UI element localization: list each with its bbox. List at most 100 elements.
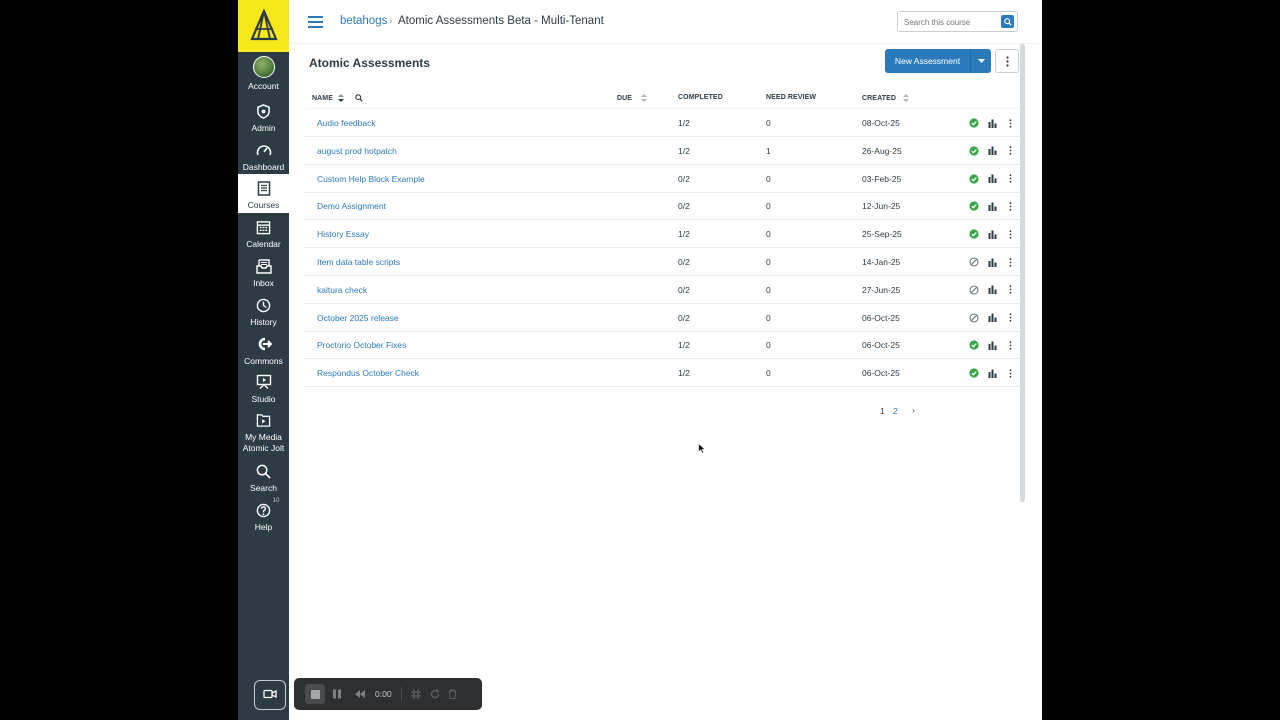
row-kebab-menu-icon[interactable] bbox=[1005, 340, 1015, 350]
assessment-name-link[interactable]: October 2025 release bbox=[317, 312, 399, 323]
course-search bbox=[897, 11, 1018, 32]
assessment-name-link[interactable]: Item data table scripts bbox=[317, 257, 401, 267]
nav-courses[interactable]: Courses bbox=[238, 174, 289, 213]
vertical-scrollbar[interactable] bbox=[1020, 44, 1025, 502]
search-icon bbox=[255, 462, 273, 480]
assessment-name-link[interactable]: History Essay bbox=[317, 229, 369, 240]
assessment-name-link[interactable]: Respondus October Check bbox=[317, 368, 420, 379]
analytics-bar-chart-icon[interactable] bbox=[987, 118, 997, 128]
completed-count: 1/2 bbox=[678, 229, 690, 240]
row-kebab-menu-icon[interactable] bbox=[1005, 118, 1015, 128]
course-search-input[interactable] bbox=[898, 13, 992, 32]
completed-count: 0/2 bbox=[678, 312, 690, 323]
row-kebab-menu-icon[interactable] bbox=[1005, 201, 1015, 211]
assessment-name-link[interactable]: kaltura check bbox=[317, 284, 368, 295]
published-check-icon[interactable] bbox=[969, 229, 979, 239]
new-assessment-button[interactable]: New Assessment bbox=[894, 56, 961, 66]
analytics-bar-chart-icon[interactable] bbox=[987, 368, 997, 378]
nav-help[interactable]: 10 Help bbox=[238, 498, 289, 537]
created-date: 25-Sep-25 bbox=[862, 229, 902, 240]
nav-label: Account bbox=[248, 81, 279, 91]
nav-account[interactable]: Account bbox=[238, 56, 289, 94]
app-window: Account Admin Dashboard Courses Calendar bbox=[238, 0, 1042, 720]
studio-icon bbox=[255, 373, 273, 391]
row-kebab-menu-icon[interactable] bbox=[1005, 146, 1015, 156]
assessment-name-link[interactable]: Proctorio October Fixes bbox=[317, 340, 407, 351]
unpublished-icon[interactable] bbox=[969, 285, 979, 295]
more-options-button[interactable] bbox=[995, 49, 1019, 73]
nav-my-media[interactable]: My Media Atomic Jolt bbox=[238, 410, 289, 454]
breadcrumb-course-link[interactable]: betahogs bbox=[340, 15, 388, 27]
published-check-icon[interactable] bbox=[969, 368, 979, 378]
assessment-name-link[interactable]: Audio feedback bbox=[317, 118, 376, 128]
published-check-icon[interactable] bbox=[969, 340, 979, 350]
help-icon: 10 bbox=[255, 498, 280, 519]
published-check-icon[interactable] bbox=[969, 118, 979, 128]
rewind-button[interactable] bbox=[354, 689, 366, 699]
pause-icon bbox=[333, 689, 341, 699]
published-check-icon[interactable] bbox=[969, 173, 979, 184]
unpublished-icon[interactable] bbox=[969, 257, 979, 267]
nav-admin[interactable]: Admin bbox=[238, 100, 289, 138]
nav-label: Calendar bbox=[246, 239, 281, 249]
trash-icon bbox=[448, 689, 457, 699]
atomic-logo[interactable] bbox=[238, 0, 289, 52]
sort-arrows-icon bbox=[338, 94, 345, 102]
table-row: Audio feedback 1/2 0 08-Oct-25 bbox=[305, 109, 1020, 137]
row-kebab-menu-icon[interactable] bbox=[1005, 313, 1015, 323]
new-assessment-dropdown[interactable] bbox=[971, 59, 991, 63]
nav-commons[interactable]: Commons bbox=[238, 333, 289, 371]
row-kebab-menu-icon[interactable] bbox=[1005, 174, 1015, 184]
nav-calendar[interactable]: Calendar bbox=[238, 216, 289, 254]
table-row: Respondus October Check 1/2 0 06-Oct-25 bbox=[305, 359, 1020, 388]
pagination-page-2[interactable]: 2 bbox=[893, 406, 898, 416]
assessments-panel: Atomic Assessments New Assessment NAME D… bbox=[305, 44, 1020, 720]
table-row: History Essay 1/2 0 25-Sep-25 bbox=[305, 220, 1020, 249]
unpublished-icon[interactable] bbox=[969, 313, 979, 323]
camera-button[interactable] bbox=[254, 680, 286, 710]
column-search-icon[interactable] bbox=[355, 94, 363, 102]
nav-studio[interactable]: Studio bbox=[238, 371, 289, 409]
analytics-bar-chart-icon[interactable] bbox=[987, 201, 997, 211]
pause-button[interactable] bbox=[332, 689, 342, 699]
published-check-icon[interactable] bbox=[969, 201, 979, 211]
delete-button[interactable] bbox=[448, 689, 457, 699]
analytics-bar-chart-icon[interactable] bbox=[987, 146, 997, 156]
column-header-name[interactable]: NAME bbox=[312, 94, 363, 102]
need-review-count: 0 bbox=[766, 229, 771, 240]
row-kebab-menu-icon[interactable] bbox=[1005, 285, 1015, 295]
row-kebab-menu-icon[interactable] bbox=[1005, 229, 1015, 239]
row-kebab-menu-icon[interactable] bbox=[1005, 257, 1015, 267]
restart-button[interactable] bbox=[430, 689, 440, 699]
published-check-icon[interactable] bbox=[969, 146, 979, 156]
analytics-bar-chart-icon[interactable] bbox=[987, 174, 997, 184]
analytics-bar-chart-icon[interactable] bbox=[987, 257, 997, 267]
hamburger-menu-icon[interactable] bbox=[308, 16, 323, 28]
nav-history[interactable]: History bbox=[238, 294, 289, 332]
completed-count: 1/2 bbox=[678, 340, 690, 351]
row-kebab-menu-icon[interactable] bbox=[1005, 368, 1015, 378]
hash-grid-icon bbox=[410, 689, 421, 699]
analytics-bar-chart-icon[interactable] bbox=[987, 313, 997, 323]
analytics-bar-chart-icon[interactable] bbox=[987, 285, 997, 295]
sort-arrows-icon bbox=[903, 94, 910, 102]
breadcrumb-separator: › bbox=[389, 16, 393, 27]
analytics-bar-chart-icon[interactable] bbox=[987, 340, 997, 350]
pagination-next-chevron-icon[interactable]: › bbox=[912, 405, 915, 415]
stop-recording-button[interactable] bbox=[305, 684, 325, 704]
toolbar-divider bbox=[400, 687, 402, 701]
grid-button[interactable] bbox=[410, 689, 421, 699]
assessment-name-link[interactable]: august prod hotpatch bbox=[317, 145, 397, 156]
nav-inbox[interactable]: Inbox bbox=[238, 255, 289, 293]
analytics-bar-chart-icon[interactable] bbox=[987, 229, 997, 239]
nav-label: Admin bbox=[251, 123, 276, 133]
nav-search[interactable]: Search bbox=[238, 460, 289, 498]
assessment-name-link[interactable]: Demo Assignment bbox=[317, 201, 386, 212]
course-search-button[interactable] bbox=[1001, 15, 1014, 28]
table-row: October 2025 release 0/2 0 06-Oct-25 bbox=[305, 304, 1020, 332]
column-header-due[interactable]: DUE bbox=[617, 94, 648, 102]
column-header-created[interactable]: CREATED bbox=[862, 94, 910, 102]
admin-shield-icon bbox=[255, 102, 273, 120]
assessment-name-link[interactable]: Custom Help Block Example bbox=[317, 173, 425, 184]
nav-dashboard[interactable]: Dashboard bbox=[238, 139, 289, 177]
